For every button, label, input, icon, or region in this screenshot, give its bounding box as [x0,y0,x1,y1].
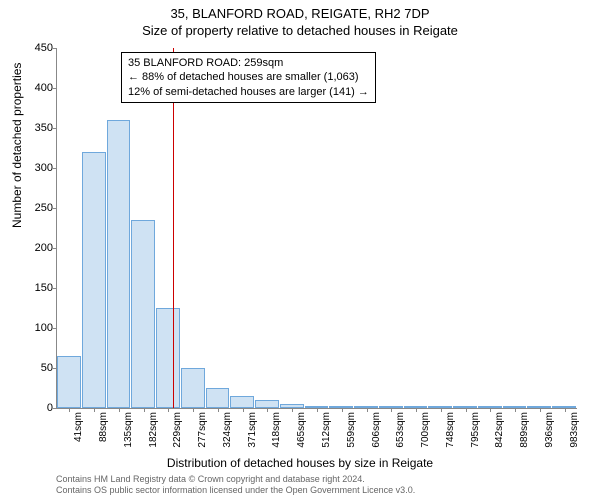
annotation-line: 35 BLANFORD ROAD: 259sqm [128,56,369,70]
x-tick-label: 182sqm [148,412,159,448]
page-title-address: 35, BLANFORD ROAD, REIGATE, RH2 7DP [0,0,600,21]
y-axis-label: Number of detached properties [10,63,24,228]
histogram-bar [181,368,205,408]
x-tick-label: 842sqm [494,412,505,448]
annotation-line: 12% of semi-detached houses are larger (… [128,85,369,99]
x-tick-label: 229sqm [172,412,183,448]
x-tick-label: 465sqm [296,412,307,448]
x-tick-label: 418sqm [271,412,282,448]
annotation-line: ← 88% of detached houses are smaller (1,… [128,70,369,84]
histogram-chart: 05010015020025030035040045041sqm88sqm135… [56,48,576,408]
y-tick-label: 100 [35,322,53,334]
plot-area: 05010015020025030035040045041sqm88sqm135… [56,48,577,409]
x-tick-label: 512sqm [321,412,332,448]
x-tick-label: 983sqm [569,412,580,448]
x-tick-label: 88sqm [98,412,109,442]
x-tick-label: 936sqm [544,412,555,448]
credits: Contains HM Land Registry data © Crown c… [56,474,415,496]
annotation-box: 35 BLANFORD ROAD: 259sqm← 88% of detache… [121,52,376,103]
histogram-bar [57,356,81,408]
histogram-bar [255,400,279,408]
x-tick-label: 41sqm [73,412,84,442]
x-tick-label: 371sqm [247,412,258,448]
y-tick-label: 150 [35,282,53,294]
y-tick-label: 350 [35,122,53,134]
x-axis-label: Distribution of detached houses by size … [0,456,600,470]
histogram-bar [156,308,180,408]
x-tick-label: 748sqm [445,412,456,448]
y-tick-label: 50 [41,362,53,374]
x-tick-label: 889sqm [519,412,530,448]
y-tick-label: 300 [35,162,53,174]
credits-line1: Contains HM Land Registry data © Crown c… [56,474,415,485]
x-tick-label: 559sqm [346,412,357,448]
x-tick-label: 277sqm [197,412,208,448]
x-tick-label: 324sqm [222,412,233,448]
y-tick-label: 250 [35,202,53,214]
histogram-bar [82,152,106,408]
credits-line2: Contains OS public sector information li… [56,485,415,496]
y-tick-label: 450 [35,42,53,54]
histogram-bar [206,388,230,408]
histogram-bar [230,396,254,408]
page-title-sub: Size of property relative to detached ho… [0,21,600,38]
y-tick-label: 400 [35,82,53,94]
histogram-bar [131,220,155,408]
histogram-bar [107,120,131,408]
x-tick-label: 653sqm [395,412,406,448]
x-tick-label: 700sqm [420,412,431,448]
y-tick-label: 200 [35,242,53,254]
x-tick-label: 795sqm [470,412,481,448]
x-tick-label: 135sqm [123,412,134,448]
x-tick-label: 606sqm [371,412,382,448]
